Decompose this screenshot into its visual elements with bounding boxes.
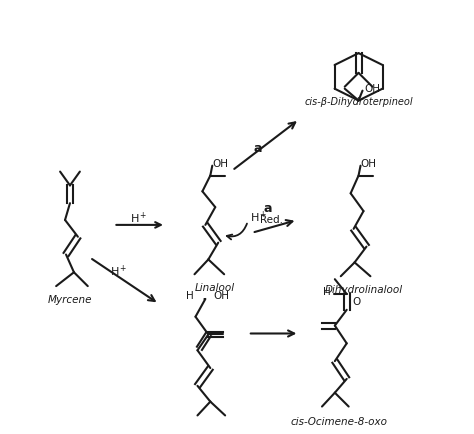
- Text: H: H: [323, 287, 331, 297]
- Text: cis-β-Dihydroterpineol: cis-β-Dihydroterpineol: [304, 98, 413, 108]
- Text: Dihydrolinalool: Dihydrolinalool: [324, 285, 402, 295]
- Text: H$^+$: H$^+$: [250, 209, 267, 225]
- Text: OH: OH: [212, 159, 228, 169]
- Text: cis-Ocimene-8-oxo: cis-Ocimene-8-oxo: [290, 418, 387, 427]
- Text: Linalool: Linalool: [195, 283, 235, 293]
- Text: OH: OH: [361, 159, 376, 169]
- Text: a: a: [264, 202, 272, 215]
- Text: a: a: [254, 142, 262, 155]
- Text: H: H: [186, 291, 193, 301]
- Text: Myrcene: Myrcene: [48, 295, 92, 305]
- Text: .: .: [201, 289, 206, 303]
- Text: OH: OH: [213, 291, 229, 301]
- Text: H$^+$: H$^+$: [109, 263, 127, 279]
- Text: Red.: Red.: [260, 215, 283, 225]
- Text: O: O: [353, 297, 361, 307]
- Text: OH: OH: [365, 84, 381, 94]
- Text: H$^+$: H$^+$: [130, 210, 148, 226]
